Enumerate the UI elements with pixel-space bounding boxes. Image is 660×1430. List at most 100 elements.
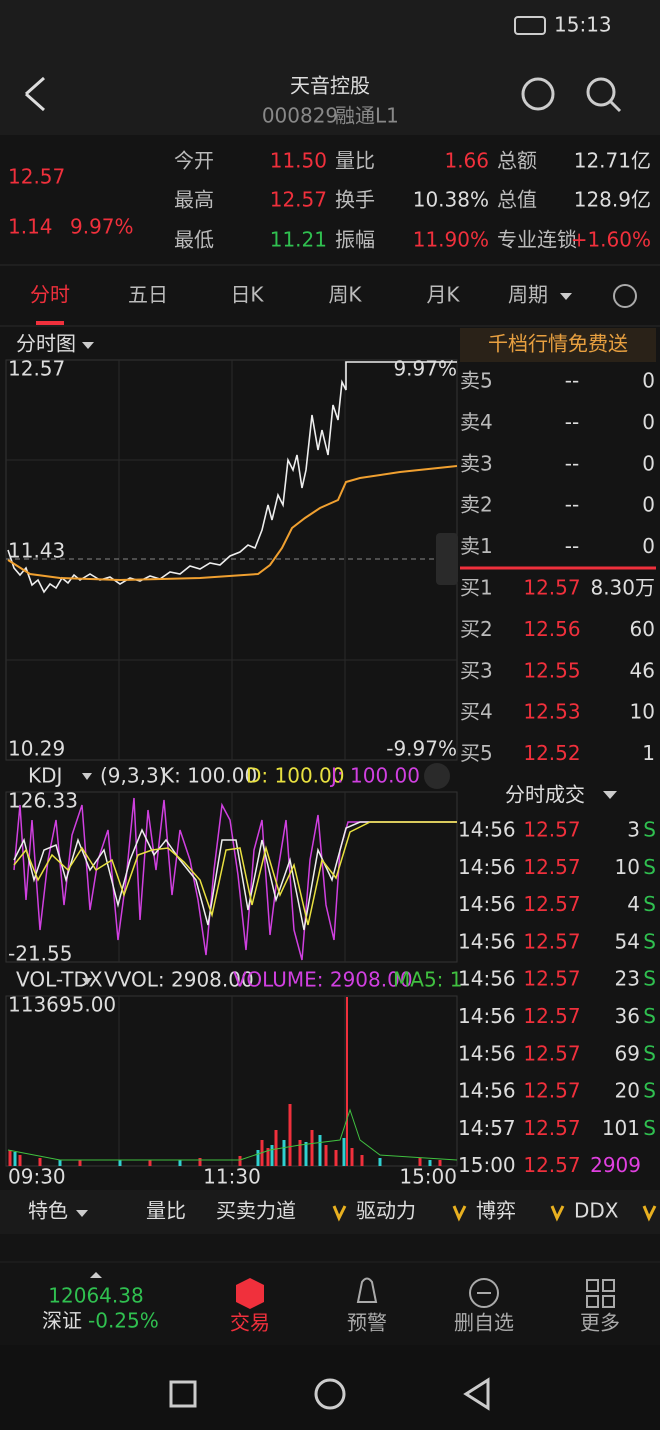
book-label: 卖4 [460,410,493,434]
trade-price: 12.57 [523,929,580,953]
expand-arrow [90,1272,102,1278]
last-price: 12.57 [8,165,65,189]
trade-price: 12.57 [523,1153,580,1177]
tab[interactable]: 日K [230,283,264,307]
book-label: 买3 [460,658,493,682]
stat-value: 128.9亿 [574,188,651,212]
book-price: -- [565,451,579,475]
nav-item[interactable]: 交易 [230,1311,270,1335]
tab[interactable]: 周期 [508,283,548,307]
book-price: 12.56 [523,617,580,641]
vol-ma5: MA5: 1 [393,968,462,992]
chart-mode[interactable]: 分时图 [16,332,76,356]
stat-label: 量比 [335,149,375,173]
dropdown-arrow [603,791,617,799]
toolbar-item[interactable]: 买卖力道 [216,1199,296,1223]
book-price: 12.53 [523,700,580,724]
remove-icon [469,1278,499,1308]
assistant-icon[interactable] [521,77,555,111]
stat-value: 11.50 [270,149,327,173]
kdj-axis-bottom: -21.55 [8,942,72,966]
grid [118,996,346,1166]
stock-title: 天音控股 [290,74,370,98]
price-axis-high: 12.57 [8,357,65,381]
tab[interactable]: 五日 [128,283,168,307]
trade-volume: 101 [602,1116,640,1140]
tab[interactable]: 月K [426,283,460,307]
nav-item[interactable]: 删自选 [454,1311,514,1335]
trade-flag: S [643,1116,656,1140]
grid [6,360,457,760]
book-label: 卖2 [460,493,493,517]
dropdown-arrow [76,1210,88,1217]
vol-axis-top: 113695.00 [8,993,116,1017]
vol-volume: VOLUME: 2908.00 [233,968,413,992]
trade-volume: 4 [627,892,640,916]
price-line [7,361,457,594]
banner-bg[interactable] [460,328,656,362]
stock-code: 000829 [262,104,338,128]
tab-underline [36,321,64,325]
nav-item[interactable]: 更多 [580,1311,620,1335]
price-axis-low: 10.29 [8,737,65,761]
v-badge [332,1205,657,1222]
stat-value: 12.71亿 [574,149,651,173]
grid [118,792,346,962]
index-name: 深证 [42,1309,82,1333]
toolbar-item[interactable]: DDX [574,1199,619,1223]
toolbar-item[interactable]: 特色 [28,1199,68,1223]
toolbar-item[interactable]: 博弈 [476,1199,516,1223]
nav-item[interactable]: 预警 [347,1311,387,1335]
clock: 15:13 [554,13,612,37]
order-book-banner[interactable]: 千档行情免费送 [488,332,628,356]
kdj-name: KDJ [28,764,62,788]
collapse-handle[interactable] [436,533,458,585]
tab[interactable]: 分时 [30,283,70,307]
toolbar-item[interactable]: 驱动力 [356,1199,416,1223]
trade-volume: 36 [615,1004,640,1028]
index-value[interactable]: 12064.38 [48,1284,143,1308]
trade-time: 14:56 [458,1041,516,1065]
home-button[interactable] [314,1378,346,1410]
book-volume: 60 [630,617,655,641]
trade-price: 12.57 [523,818,580,842]
book-volume: 0 [642,369,655,393]
pct-axis-high: 9.97% [393,357,457,381]
trade-flag: S [643,967,656,991]
trade-price: 12.57 [523,1079,580,1103]
tab[interactable]: 周K [328,283,362,307]
trade-icon [236,1278,264,1309]
trade-time: 14:56 [458,818,516,842]
trade-flag: S [643,892,656,916]
back-nav-button[interactable] [463,1377,490,1411]
trades-title[interactable]: 分时成交 [505,783,585,807]
search-handle [609,100,622,113]
toolbar-item[interactable]: 量比 [146,1199,186,1223]
kdj-j-line [13,797,457,961]
trade-price: 12.57 [523,967,580,991]
dropdown-arrow [82,342,94,349]
settings-icon[interactable] [613,284,637,308]
header-bg [0,0,660,135]
trade-price: 12.57 [523,855,580,879]
book-price: -- [565,410,579,434]
book-volume: 0 [642,451,655,475]
stat-value: 1.66 [444,149,489,173]
kdj-params: (9,3,3) [100,764,167,788]
book-label: 卖3 [460,451,493,475]
dropdown-arrow [82,978,92,985]
back-button[interactable] [25,76,45,112]
stat-label: 最高 [174,188,214,212]
trade-price: 12.57 [523,892,580,916]
book-price: 12.57 [523,576,580,600]
battery [514,16,546,35]
recents-button[interactable] [169,1380,197,1408]
trade-time: 14:57 [458,1116,516,1140]
price-axis-mid: 11.43 [8,539,65,563]
trade-volume: 3 [627,818,640,842]
search-icon[interactable] [586,77,616,107]
expand-button[interactable] [424,763,450,789]
trade-volume: 69 [615,1041,640,1065]
stat-label: 总额 [497,149,537,173]
